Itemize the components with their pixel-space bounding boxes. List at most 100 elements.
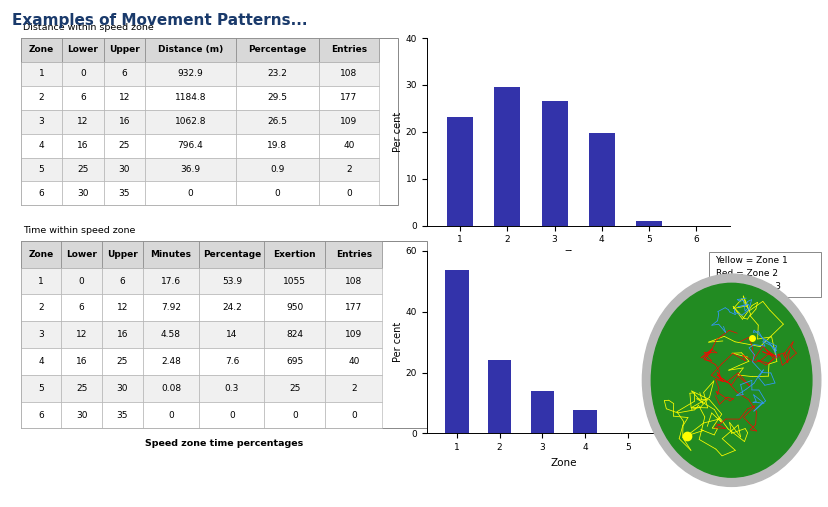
Text: 29.5: 29.5 [267,93,286,102]
Bar [264,348,325,375]
Bar [142,295,200,321]
Bar [325,375,382,402]
Text: 19.8: 19.8 [267,141,287,150]
Text: 177: 177 [339,93,357,102]
Text: Exertion: Exertion [273,250,315,259]
Bar [615,432,639,433]
Text: Distance (m): Distance (m) [157,46,223,54]
Text: Lower: Lower [66,250,97,259]
Text: 108: 108 [344,276,362,285]
Text: 3: 3 [38,330,44,339]
Text: Speed zone time percentages: Speed zone time percentages [145,439,302,448]
Bar [61,268,102,295]
Text: Lower: Lower [67,46,99,54]
Text: 6: 6 [122,69,128,79]
Text: 6: 6 [38,411,44,419]
Bar [21,134,62,158]
Text: 4.58: 4.58 [161,330,181,339]
Text: 5: 5 [39,165,44,174]
Bar [142,348,200,375]
Text: 2: 2 [345,165,351,174]
FancyBboxPatch shape [708,252,820,297]
Bar [235,62,318,86]
Text: 36.9: 36.9 [181,165,200,174]
Bar [145,62,235,86]
Bar [21,158,62,182]
Bar [145,158,235,182]
Text: Minutes: Minutes [151,250,191,259]
Bar [61,375,102,402]
Text: Examples of Movement Patterns...: Examples of Movement Patterns... [12,13,307,28]
Bar [493,87,520,226]
Bar [200,402,264,428]
Text: 53.9: 53.9 [222,276,242,285]
Text: 30: 30 [76,411,87,419]
Text: 35: 35 [117,411,128,419]
Bar [102,402,142,428]
Bar [142,241,200,268]
Bar [102,321,142,348]
Bar [200,321,264,348]
Text: 14: 14 [226,330,238,339]
Bar [62,62,104,86]
Bar [264,268,325,295]
X-axis label: Zone: Zone [550,458,576,468]
Bar [61,241,102,268]
Bar [445,270,468,433]
Bar [142,268,200,295]
Bar [104,110,145,134]
Text: 0.3: 0.3 [224,384,238,393]
Text: 1184.8: 1184.8 [175,93,206,102]
Text: 25: 25 [289,384,301,393]
Text: Upper: Upper [107,250,137,259]
Bar [235,134,318,158]
Text: 26.5: 26.5 [267,117,286,126]
Bar [264,402,325,428]
Bar [21,375,61,402]
Bar [21,86,62,110]
Text: 0.08: 0.08 [161,384,181,393]
Text: 3: 3 [39,117,44,126]
Text: 12: 12 [118,93,130,102]
Bar [62,110,104,134]
Bar [102,268,142,295]
Bar [61,402,102,428]
Text: 2.48: 2.48 [161,357,181,366]
Bar [104,62,145,86]
Bar [318,62,378,86]
Text: 2: 2 [38,303,44,312]
Text: 4: 4 [39,141,44,150]
Bar [318,86,378,110]
Y-axis label: Per cent: Per cent [392,112,402,152]
Ellipse shape [651,283,811,477]
Text: 40: 40 [343,141,354,150]
Bar [530,391,553,433]
Bar [102,295,142,321]
Text: Percentage: Percentage [203,250,261,259]
Bar [102,241,142,268]
Bar [61,321,102,348]
Bar [142,375,200,402]
Text: 177: 177 [344,303,362,312]
Text: 16: 16 [117,330,128,339]
Bar [21,321,61,348]
Bar [142,321,200,348]
Bar [200,348,264,375]
Text: 16: 16 [77,141,89,150]
Bar [318,38,378,62]
Bar [235,182,318,205]
Text: 17.6: 17.6 [161,276,181,285]
Text: Entries: Entries [330,46,367,54]
Text: 2: 2 [39,93,44,102]
Bar [102,375,142,402]
Bar [21,38,62,62]
Text: 12: 12 [117,303,128,312]
Bar [62,38,104,62]
Bar [264,295,325,321]
Bar [264,375,325,402]
Text: 0: 0 [229,411,234,419]
Text: 0: 0 [187,189,193,198]
Bar [200,295,264,321]
Bar [102,348,142,375]
Text: 6: 6 [80,93,86,102]
